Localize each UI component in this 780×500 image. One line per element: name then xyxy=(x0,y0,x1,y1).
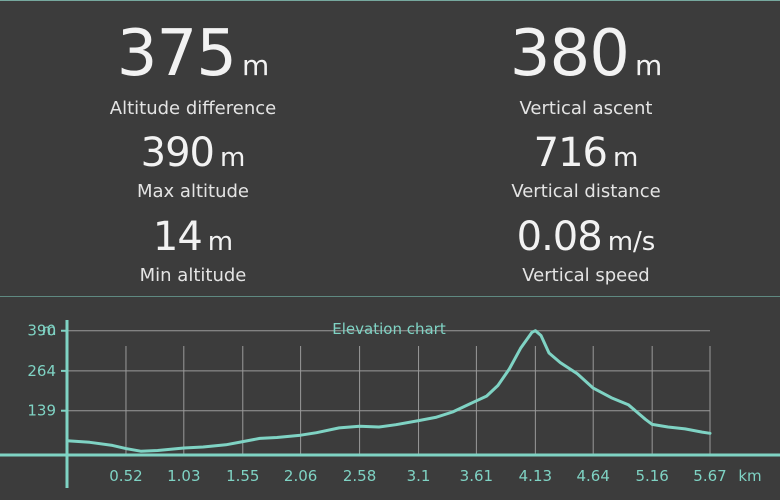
elevation-line xyxy=(65,329,712,453)
vertical-speed-label: Vertical speed xyxy=(522,265,650,286)
section-divider xyxy=(0,296,780,297)
chart-title: Elevation chart xyxy=(332,320,446,338)
min-altitude-label: Min altitude xyxy=(139,265,247,286)
x-tick-label: 3.1 xyxy=(407,467,431,485)
altitude-difference-unit: m xyxy=(241,49,270,82)
y-tick-label: 139 xyxy=(27,402,56,420)
x-tick-label: 4.64 xyxy=(576,467,609,485)
chart-axes xyxy=(0,320,780,488)
vertical-speed-value: 0.08 xyxy=(516,214,603,260)
x-tick-label: 5.67 xyxy=(693,467,726,485)
y-tick-labels: 139 264 390 xyxy=(27,322,56,420)
vertical-distance-value: 716 xyxy=(533,130,608,176)
vertical-ascent-label: Vertical ascent xyxy=(519,98,653,119)
vertical-speed-stat: 0.08 m/s Vertical speed xyxy=(436,217,736,286)
x-tick-labels: 0.52 1.03 1.55 2.06 2.58 3.1 3.61 4.13 4.64 5.16 5… xyxy=(109,467,726,485)
x-tick-label: 5.16 xyxy=(635,467,668,485)
y-tick-label: 390 xyxy=(27,322,56,340)
vertical-distance-unit: m xyxy=(613,143,639,173)
vertical-ascent-stat: 380 m Vertical ascent xyxy=(436,22,736,119)
altitude-difference-label: Altitude difference xyxy=(109,98,277,119)
min-altitude-unit: m xyxy=(207,227,234,257)
x-tick-label: 3.61 xyxy=(460,467,493,485)
max-altitude-stat: 390 m Max altitude xyxy=(43,133,343,202)
x-axis-unit-label: km xyxy=(738,467,761,485)
x-tick-label: 2.58 xyxy=(343,467,376,485)
vertical-distance-label: Vertical distance xyxy=(511,181,661,202)
vertical-speed-unit: m/s xyxy=(607,227,656,257)
max-altitude-unit: m xyxy=(220,143,246,173)
vertical-ascent-value: 380 xyxy=(509,17,630,91)
chart-grid xyxy=(67,330,711,455)
max-altitude-label: Max altitude xyxy=(137,181,249,202)
vertical-distance-stat: 716 m Vertical distance xyxy=(436,133,736,202)
min-altitude-stat: 14 m Min altitude xyxy=(43,217,343,286)
vertical-ascent-unit: m xyxy=(634,49,663,82)
elevation-chart: Elevation chart m km 139 264 390 0.52 1.03 1… xyxy=(0,320,780,488)
y-tick-label: 264 xyxy=(27,362,56,380)
max-altitude-value: 390 xyxy=(140,130,215,176)
x-tick-label: 2.06 xyxy=(284,467,317,485)
min-altitude-value: 14 xyxy=(152,214,203,260)
x-tick-label: 1.55 xyxy=(226,467,259,485)
x-tick-label: 1.03 xyxy=(167,467,200,485)
altitude-difference-value: 375 xyxy=(116,17,237,91)
x-tick-label: 4.13 xyxy=(519,467,552,485)
y-axis-unit-label: m xyxy=(42,321,57,339)
altitude-difference-stat: 375 m Altitude difference xyxy=(43,22,343,119)
top-divider xyxy=(0,0,780,1)
x-tick-label: 0.52 xyxy=(109,467,142,485)
